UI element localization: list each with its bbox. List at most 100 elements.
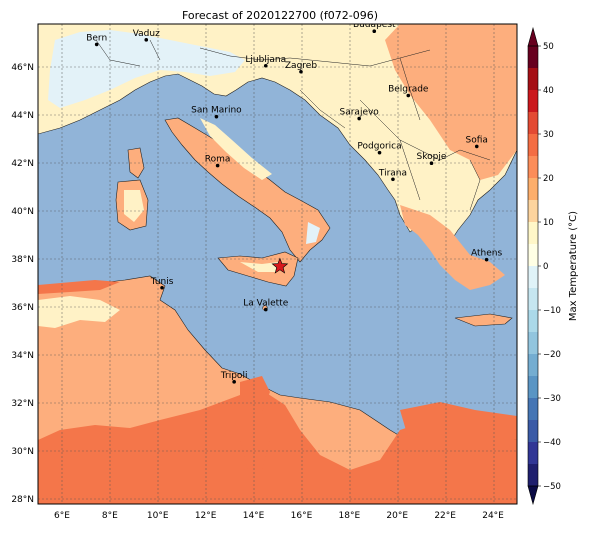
colorbar-band	[528, 376, 538, 398]
city-dot	[377, 150, 382, 155]
colorbar-band	[528, 464, 538, 486]
colorbar-band	[528, 332, 538, 354]
longitude-tick-label: 12°E	[195, 511, 217, 521]
colorbar-band	[528, 420, 538, 442]
colorbar-tick-label: −30	[543, 394, 561, 404]
alps-cold-zone	[48, 30, 245, 108]
latitude-tick-label: 34°N	[11, 351, 34, 361]
latitude-tick-label: 38°N	[11, 255, 34, 265]
longitude-tick-label: 16°E	[291, 511, 313, 521]
city-dot	[391, 177, 395, 182]
forecast-point-star-icon[interactable]	[271, 257, 289, 274]
colorbar-tick-label: 0	[543, 262, 548, 272]
sardinia-mild-zone	[124, 190, 144, 222]
colorbar-label: Max Temperature (°C)	[568, 211, 579, 321]
colorbar-band	[528, 112, 538, 134]
latitude-tick-label: 42°N	[11, 159, 34, 169]
balkans-warm-zone	[385, 24, 517, 180]
latitude-tick-label: 44°N	[11, 111, 34, 121]
city-label: Budapest	[353, 20, 396, 30]
longitude-tick-label: 8°E	[102, 511, 118, 521]
map-frame	[37, 23, 518, 505]
colorbar-band	[528, 354, 538, 376]
hungary-warm-zone	[420, 24, 470, 70]
city-label: La Valette	[243, 299, 288, 309]
colorbar-band	[528, 200, 538, 222]
city-label: Sofia	[466, 135, 488, 145]
tunisia-hot-coast	[38, 280, 120, 294]
longitude-tick-label: 14°E	[243, 511, 265, 521]
city-label: Bern	[86, 33, 107, 43]
sicily-mild-zone	[240, 262, 278, 272]
colorbar-band	[528, 90, 538, 112]
latitude-tick-label: 30°N	[11, 447, 34, 457]
colorbar-band	[528, 442, 538, 464]
colorbar-max-extend-arrow	[527, 26, 539, 47]
longitude-tick-label: 24°E	[482, 511, 504, 521]
colorbar-band	[528, 244, 538, 266]
longitude-tick-label: 10°E	[147, 511, 169, 521]
longitude-tick-label: 18°E	[339, 511, 361, 521]
city-dot	[263, 63, 268, 68]
colorbar-tick-label: −40	[543, 438, 561, 448]
city-dot	[484, 257, 489, 262]
latitude-tick-label: 36°N	[11, 303, 34, 313]
city-dot	[474, 144, 479, 149]
longitude-tick-label: 6°E	[54, 511, 70, 521]
colorbar-band	[528, 222, 538, 244]
egypt-hot-patch	[400, 402, 517, 444]
latitude-tick-label: 28°N	[11, 495, 34, 505]
graticule	[38, 24, 517, 504]
colorbar-band	[528, 134, 538, 156]
city-label: San Marino	[191, 106, 242, 116]
greece-warm-coast	[400, 205, 505, 290]
colorbar-band	[528, 156, 538, 178]
colorbar-tick-label: −50	[543, 482, 561, 492]
city-dot	[94, 42, 99, 47]
city-label: Ljubljana	[245, 55, 286, 65]
city-label: Tirana	[378, 168, 407, 178]
colorbar-tick-label: −20	[543, 350, 561, 360]
africa-hot-zone	[38, 390, 517, 504]
colorbar-band	[528, 178, 538, 200]
longitude-tick-label: 22°E	[434, 511, 456, 521]
city-label: Tripoli	[220, 371, 248, 381]
city-label: Roma	[205, 155, 231, 165]
tunisia-mild-zone	[38, 296, 120, 328]
latitude-tick-label: 46°N	[11, 63, 34, 73]
city-dot	[299, 69, 303, 74]
colorbar: 50 40 30 20 10 0 −10 −20 −30 −40 −50	[527, 26, 561, 506]
city-label: Zagreb	[285, 61, 317, 71]
city-dot	[214, 114, 219, 119]
city-dot	[263, 307, 268, 312]
calabria-cold-zone	[306, 222, 320, 244]
colorbar-band	[528, 310, 538, 332]
colorbar-band	[528, 46, 538, 68]
colorbar-tick-label: 40	[543, 86, 554, 96]
city-label: Athens	[471, 249, 502, 259]
map-title: Forecast of 2020122700 (f072-096)	[182, 9, 378, 22]
latitude-tick-labels: 28°N 30°N 32°N 34°N 36°N 38°N 40°N 42°N 44°N 46°N	[11, 63, 34, 505]
colorbar-band	[528, 266, 538, 288]
latitude-tick-label: 40°N	[11, 207, 34, 217]
city-label: Vaduz	[133, 29, 160, 39]
latitude-tick-label: 32°N	[11, 399, 34, 409]
city-label: Tunis	[150, 277, 174, 287]
city-label: Skopje	[417, 152, 447, 162]
colorbar-tick-label: −10	[543, 306, 561, 316]
longitude-tick-label: 20°E	[386, 511, 408, 521]
colorbar-band	[528, 398, 538, 420]
city-label: Belgrade	[388, 85, 429, 95]
colorbar-band	[528, 288, 538, 310]
colorbar-tick-label: 30	[543, 130, 554, 140]
colorbar-band	[528, 68, 538, 90]
crete	[454, 313, 513, 327]
city-dot	[215, 163, 220, 168]
colorbar-tick-label: 50	[543, 42, 554, 52]
city-label: Sarajevo	[340, 108, 380, 118]
colorbar-tick-label: 10	[543, 218, 554, 228]
libya-hot-patch	[240, 376, 270, 470]
